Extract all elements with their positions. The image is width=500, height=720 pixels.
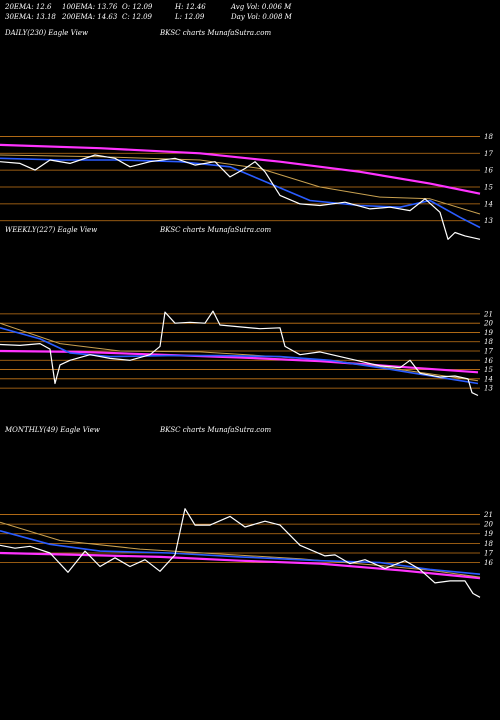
ema100-stat: 100EMA: 13.76 <box>62 3 118 11</box>
y-tick-label: 18 <box>484 133 493 141</box>
y-tick-label: 15 <box>484 184 493 192</box>
y-tick-label: 13 <box>484 385 493 393</box>
ema-mid-line <box>0 521 481 578</box>
y-tick-label: 17 <box>484 348 493 356</box>
ema-short-line <box>0 157 481 229</box>
price-line <box>0 310 479 397</box>
y-tick-label: 19 <box>484 530 493 538</box>
ema30-stat: 30EMA: 13.18 <box>5 13 56 21</box>
y-tick-label: 19 <box>484 329 493 337</box>
y-tick-label: 15 <box>484 366 493 374</box>
ema-short-line <box>0 530 481 575</box>
monthly-site-label: BKSC charts MunafaSutra.com <box>160 426 272 434</box>
y-tick-label: 16 <box>484 167 493 175</box>
open-stat: O: 12.09 <box>122 3 153 11</box>
y-tick-label: 18 <box>484 540 493 548</box>
y-tick-label: 16 <box>484 357 493 365</box>
ema200-stat: 200EMA: 14.63 <box>62 13 118 21</box>
ema-long-line <box>0 349 479 374</box>
ema-short-line <box>0 327 479 385</box>
ema-long-line <box>0 551 481 580</box>
weekly-panel-label: WEEKLY(227) Eagle View <box>5 226 98 234</box>
y-tick-label: 14 <box>484 375 493 383</box>
close-stat: C: 12.09 <box>122 13 152 21</box>
y-tick-label: 16 <box>484 559 493 567</box>
y-tick-label: 20 <box>483 320 493 328</box>
y-tick-label: 20 <box>483 521 493 529</box>
avg-volume-stat: Avg Vol: 0.006 M <box>231 3 292 11</box>
y-tick-label: 21 <box>483 511 493 519</box>
daily-panel-label: DAILY(230) Eagle View <box>5 29 88 37</box>
weekly-site-label: BKSC charts MunafaSutra.com <box>160 226 272 234</box>
monthly-panel-label: MONTHLY(49) Eagle View <box>5 426 100 434</box>
y-tick-label: 21 <box>483 310 493 318</box>
y-tick-label: 18 <box>484 338 493 346</box>
y-tick-label: 13 <box>484 217 493 225</box>
daily-site-label: BKSC charts MunafaSutra.com <box>160 29 272 37</box>
y-tick-label: 17 <box>484 550 493 558</box>
ema-long-line <box>0 143 481 195</box>
ema-mid-line <box>0 322 479 382</box>
day-volume-stat: Day Vol: 0.008 M <box>231 13 292 21</box>
price-line <box>0 508 481 598</box>
price-line <box>0 154 481 240</box>
high-stat: H: 12.46 <box>175 3 206 11</box>
y-tick-label: 17 <box>484 150 493 158</box>
ema-mid-line <box>0 154 481 215</box>
ema20-stat: 20EMA: 12.6 <box>5 3 52 11</box>
y-tick-label: 14 <box>484 200 493 208</box>
low-stat: L: 12.09 <box>175 13 205 21</box>
